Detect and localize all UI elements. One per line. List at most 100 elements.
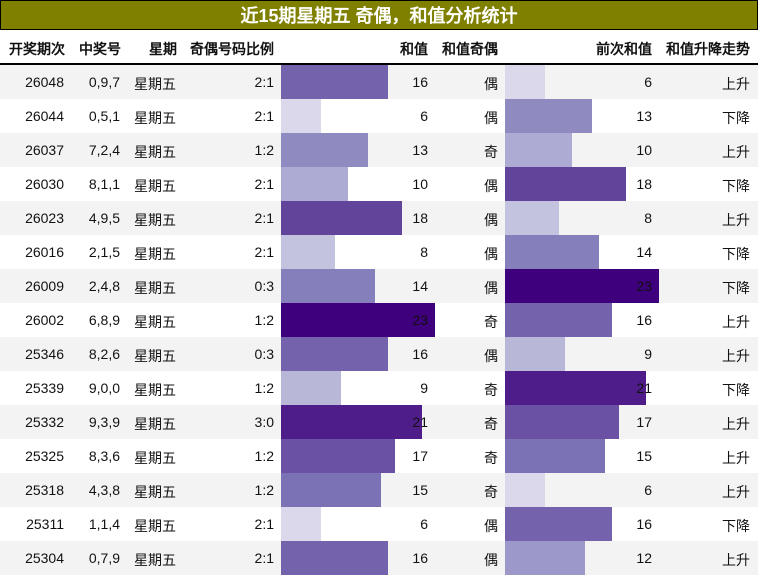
sum-value: 16	[412, 346, 428, 362]
weekday-cell: 星期五	[134, 552, 176, 568]
table-row: 25311 1,1,4 星期五 2:1 6 偶 16 下降	[0, 507, 758, 541]
ratio-cell: 2:1	[254, 550, 274, 566]
sum-value: 17	[412, 448, 428, 464]
prev-sum-value: 18	[636, 176, 652, 192]
ratio-cell: 1:2	[254, 448, 274, 464]
prev-sum-value: 17	[636, 414, 652, 430]
trend-cell: 上升	[722, 76, 750, 92]
table-row: 26030 8,1,1 星期五 2:1 10 偶 18 下降	[0, 167, 758, 201]
numbers-cell: 7,2,4	[88, 142, 120, 158]
trend-cell: 上升	[722, 144, 750, 160]
trend-cell: 上升	[722, 314, 750, 330]
numbers-cell: 9,3,9	[88, 414, 120, 430]
prev-sum-bar	[505, 439, 605, 473]
sum-value: 9	[420, 380, 428, 396]
table-row: 26023 4,9,5 星期五 2:1 18 偶 8 上升	[0, 201, 758, 235]
period-cell: 25318	[25, 482, 64, 498]
period-cell: 25346	[25, 346, 64, 362]
numbers-cell: 9,0,0	[88, 380, 120, 396]
ratio-cell: 1:2	[254, 312, 274, 328]
period-cell: 25325	[25, 448, 64, 464]
sum-bar	[281, 167, 348, 201]
period-cell: 26037	[25, 142, 64, 158]
prev-sum-bar	[505, 201, 559, 235]
sum-value: 23	[412, 312, 428, 328]
period-cell: 25304	[25, 550, 64, 566]
prev-sum-value: 9	[644, 346, 652, 362]
prev-sum-bar	[505, 371, 646, 405]
sum-bar	[281, 473, 381, 507]
period-cell: 25311	[26, 516, 64, 532]
table-row: 25346 8,2,6 星期五 0:3 16 偶 9 上升	[0, 337, 758, 371]
sum-bar	[281, 201, 402, 235]
sum-bar	[281, 507, 321, 541]
numbers-cell: 0,5,1	[88, 108, 120, 124]
page-title: 近15期星期五 奇偶，和值分析统计	[0, 0, 758, 30]
sum-parity-cell: 偶	[484, 212, 498, 228]
sum-parity-cell: 奇	[484, 450, 498, 466]
numbers-cell: 8,2,6	[88, 346, 120, 362]
weekday-cell: 星期五	[134, 76, 176, 92]
prev-sum-bar	[505, 235, 599, 269]
prev-sum-value: 21	[636, 380, 652, 396]
trend-cell: 上升	[722, 484, 750, 500]
sum-bar	[281, 303, 435, 337]
prev-sum-value: 12	[636, 550, 652, 566]
sum-bar	[281, 235, 335, 269]
numbers-cell: 0,9,7	[88, 74, 120, 90]
table-row: 26016 2,1,5 星期五 2:1 8 偶 14 下降	[0, 235, 758, 269]
numbers-cell: 2,4,8	[88, 278, 120, 294]
prev-sum-value: 23	[636, 278, 652, 294]
weekday-cell: 星期五	[134, 280, 176, 296]
prev-sum-bar	[505, 65, 545, 99]
weekday-cell: 星期五	[134, 416, 176, 432]
sum-parity-cell: 奇	[484, 314, 498, 330]
numbers-cell: 4,9,5	[88, 210, 120, 226]
sum-bar	[281, 269, 375, 303]
ratio-cell: 0:3	[254, 346, 274, 362]
ratio-cell: 2:1	[254, 176, 274, 192]
weekday-cell: 星期五	[134, 110, 176, 126]
sum-bar	[281, 133, 368, 167]
sum-value: 8	[420, 244, 428, 260]
weekday-cell: 星期五	[134, 518, 176, 534]
weekday-cell: 星期五	[134, 382, 176, 398]
prev-sum-bar	[505, 541, 585, 575]
numbers-cell: 4,3,8	[88, 482, 120, 498]
ratio-cell: 2:1	[254, 108, 274, 124]
prev-sum-bar	[505, 133, 572, 167]
prev-sum-bar	[505, 337, 565, 371]
prev-sum-value: 6	[644, 482, 652, 498]
prev-sum-bar	[505, 507, 612, 541]
weekday-cell: 星期五	[134, 484, 176, 500]
ratio-cell: 1:2	[254, 482, 274, 498]
period-cell: 26002	[25, 312, 64, 328]
ratio-cell: 1:2	[254, 142, 274, 158]
prev-sum-value: 13	[636, 108, 652, 124]
table-row: 25325 8,3,6 星期五 1:2 17 奇 15 上升	[0, 439, 758, 473]
sum-parity-cell: 奇	[484, 144, 498, 160]
ratio-cell: 0:3	[254, 278, 274, 294]
trend-cell: 上升	[722, 450, 750, 466]
numbers-cell: 6,8,9	[88, 312, 120, 328]
ratio-cell: 2:1	[254, 244, 274, 260]
sum-value: 15	[412, 482, 428, 498]
col-sum: 和值	[400, 41, 428, 57]
sum-parity-cell: 偶	[484, 110, 498, 126]
col-prev-sum: 前次和值	[596, 41, 652, 57]
sum-parity-cell: 偶	[484, 552, 498, 568]
sum-value: 21	[412, 414, 428, 430]
sum-value: 16	[412, 550, 428, 566]
sum-parity-cell: 偶	[484, 76, 498, 92]
table-row: 26044 0,5,1 星期五 2:1 6 偶 13 下降	[0, 99, 758, 133]
trend-cell: 上升	[722, 212, 750, 228]
sum-bar	[281, 337, 388, 371]
table-header: 开奖期次 中奖号 星期 奇偶号码比例 和值 和值奇偶 前次和值 和值升降走势	[0, 30, 758, 65]
sum-parity-cell: 偶	[484, 178, 498, 194]
sum-parity-cell: 奇	[484, 416, 498, 432]
trend-cell: 上升	[722, 348, 750, 364]
period-cell: 26016	[25, 244, 64, 260]
weekday-cell: 星期五	[134, 246, 176, 262]
sum-value: 6	[420, 516, 428, 532]
sum-value: 10	[412, 176, 428, 192]
